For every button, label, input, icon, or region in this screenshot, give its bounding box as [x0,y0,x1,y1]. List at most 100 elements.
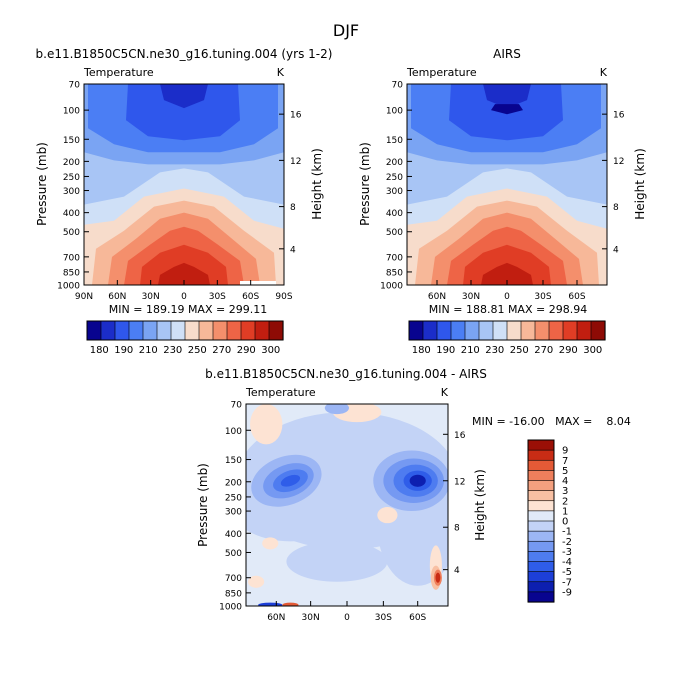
diff-warm-col-4 [435,572,441,583]
x-tick-label: 60N [428,292,446,302]
colorbar-box [527,480,555,492]
panel-model-y2label: Height (km) [310,148,324,219]
colorbar-label: -4 [562,557,572,568]
colorbar-label: 230 [485,345,504,356]
colorbar-label: 300 [261,345,280,356]
colorbar-frame [86,320,284,341]
colorbar-box [527,459,555,471]
diff-warm-sfc [248,575,265,588]
colorbar-box [198,320,214,341]
x-tick-label: 30N [302,613,320,623]
x-tick-label: 30N [462,292,480,302]
y-tick-label: 400 [386,209,403,219]
panel-model-left-label: Temperature [83,66,154,79]
y-tick-label: 400 [225,530,242,540]
colorbar-label: -9 [562,587,572,598]
y-tick-label: 1000 [219,603,242,613]
colorbar-label: 250 [510,345,529,356]
colorbar-label: -2 [562,537,572,548]
x-tick-label: 30S [375,613,392,623]
x-tick-label: 90S [275,292,292,302]
surface-mask [240,281,276,285]
x-tick-label: 60N [267,613,285,623]
colorbar-box [254,320,270,341]
x-tick-label: 60S [409,613,426,623]
panel-obs-colorbar: 180 190 210 230 250 270 290 300 [408,320,606,356]
y-tick-label: 70 [231,401,243,411]
diff-cold-top [324,404,350,415]
y-tick-label: 100 [386,107,403,117]
colorbar-box [86,320,102,341]
panel-obs-left-label: Temperature [406,66,477,79]
x-tick-label: 30S [534,292,551,302]
x-tick-label: 90N [75,292,93,302]
colorbar-box [268,320,284,341]
colorbar-label: 290 [237,345,256,356]
colorbar-label: 290 [559,345,578,356]
colorbar-box [114,320,130,341]
colorbar-box [142,320,158,341]
y-tick-label: 500 [386,228,403,238]
diff-warm-low [262,537,279,550]
colorbar-label: 230 [163,345,182,356]
y-tick-label: 700 [225,574,242,584]
panel-diff: b.e11.B1850C5CN.ne30_g16.tuning.004 - AI… [196,367,631,623]
panel-obs-units: K [600,66,608,79]
band-warm-6 [481,262,533,285]
x-tick-label: 60S [568,292,585,302]
panel-model-axes: 70 100 150 200 250 300 400 500 700 850 1000 16 12 8 4 9… [57,81,302,303]
colorbar-box [527,571,555,583]
panel-model-title: b.e11.B1850C5CN.ne30_g16.tuning.004 (yrs… [36,47,333,61]
panel-obs-contours [407,84,607,285]
y-tick-label: 70 [392,81,404,91]
y2-tick-label: 16 [454,431,466,441]
colorbar-box [520,320,536,341]
colorbar-box [464,320,480,341]
colorbar-label: -1 [562,527,572,538]
diff-cool-low [286,541,388,582]
colorbar-box [506,320,522,341]
panel-model-stats: MIN = 189.19 MAX = 299.11 [109,303,267,316]
colorbar-label: 3 [562,486,568,497]
colorbar-box [226,320,242,341]
colorbar-label: 190 [436,345,455,356]
panel-diff-title: b.e11.B1850C5CN.ne30_g16.tuning.004 - AI… [205,367,487,381]
colorbar-label: 250 [188,345,207,356]
colorbar-label: 180 [412,345,431,356]
y2-tick-label: 4 [454,566,460,576]
colorbar-label: 7 [562,456,568,467]
colorbar-box [212,320,228,341]
colorbar-label: 4 [562,476,568,487]
panel-obs-ylabel: Pressure (mb) [358,142,372,226]
x-tick-label: 0 [181,292,187,302]
y-tick-label: 100 [63,107,80,117]
colorbar-label: 270 [212,345,231,356]
colorbar-box [100,320,116,341]
y-tick-label: 300 [386,187,403,197]
colorbar-box [527,470,555,482]
panel-diff-contours [246,404,448,606]
panel-diff-ylabel: Pressure (mb) [196,463,210,547]
y-tick-label: 100 [225,427,242,437]
figure-title: DJF [333,21,359,40]
y-tick-label: 1000 [57,282,80,292]
colorbar-box [527,530,555,542]
colorbar-label: -7 [562,577,572,588]
colorbar-box [527,449,555,461]
band-colder [126,84,240,141]
x-tick-label: 30S [209,292,226,302]
y-tick-label: 500 [225,549,242,559]
panel-obs-stats: MIN = 188.81 MAX = 298.94 [429,303,587,316]
colorbar-label: 0 [562,517,568,528]
panel-diff-axes: 70 100 150 200 250 300 400 500 700 850 1000 16 12 8 4 6… [219,401,466,624]
y-tick-label: 1000 [380,282,403,292]
y2-tick-label: 16 [290,111,302,121]
colorbar-box [527,591,555,603]
y2-tick-label: 8 [290,203,296,213]
diff-cold-left-4 [280,474,301,487]
panel-model-ylabel: Pressure (mb) [35,142,49,226]
diff-warm-ul [250,404,283,445]
y-tick-label: 500 [63,228,80,238]
panel-obs-title: AIRS [493,47,521,61]
